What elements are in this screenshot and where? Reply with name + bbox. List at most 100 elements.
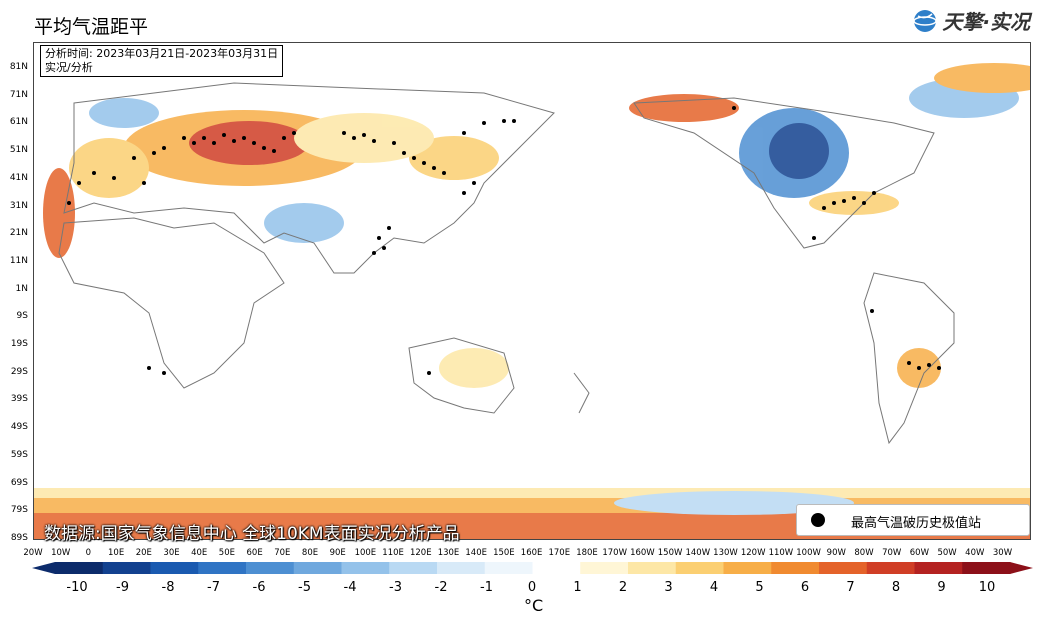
colorbar-tick-label: -6 xyxy=(252,580,266,595)
colorbar-segment xyxy=(484,562,533,574)
colorbar-segment xyxy=(532,562,581,574)
analysis-type: 实况/分析 xyxy=(45,61,93,74)
colorbar-segment xyxy=(102,562,151,574)
colorbar-tick-label: 5 xyxy=(755,580,764,595)
lat-label: 1N xyxy=(15,283,28,294)
analysis-time: 分析时间: 2023年03月21日-2023年03月31日 xyxy=(45,47,279,60)
colorbar-segment xyxy=(723,562,772,574)
colorbar-segment xyxy=(819,562,868,574)
lon-label: 50W xyxy=(937,548,957,558)
colorbar xyxy=(32,562,1033,574)
lon-label: 60W xyxy=(909,548,930,558)
legend-label: 最高气温破历史极值站 xyxy=(851,516,982,531)
anomaly-map xyxy=(34,63,1030,539)
lon-label: 20W xyxy=(23,548,43,558)
station-marker-icon xyxy=(811,513,825,527)
lat-label: 41N xyxy=(9,172,28,183)
data-source: 数据源:国家气象信息中心 全球10KM表面实况分析产品 xyxy=(44,524,460,544)
lon-label: 30E xyxy=(163,548,180,558)
page-title: 平均气温距平 xyxy=(34,16,149,38)
lon-label: 100W xyxy=(796,548,821,558)
brand: 天擎·实况 xyxy=(912,6,1030,35)
lat-label: 21N xyxy=(9,228,28,239)
lon-label: 180E xyxy=(576,548,598,558)
colorbar-segment xyxy=(246,562,295,574)
legend: 最高气温破历史极值站 xyxy=(796,504,1030,536)
lat-label: 71N xyxy=(9,89,28,100)
africa-outline xyxy=(58,217,285,389)
colorbar-tick-label: -2 xyxy=(434,580,448,595)
lon-label: 170W xyxy=(602,548,628,558)
colorbar-segment xyxy=(914,562,963,574)
colorbar-segment xyxy=(962,562,1011,574)
colorbar-tick-label: 6 xyxy=(800,580,810,595)
lat-label: 19S xyxy=(10,339,28,349)
lon-label: 80W xyxy=(854,548,874,558)
lon-label: 70E xyxy=(274,548,291,558)
lon-label: 40E xyxy=(191,548,208,558)
colorbar-segment xyxy=(628,562,677,574)
colorbar-tick-label: -7 xyxy=(207,580,220,595)
colorbar-tick-label: -3 xyxy=(389,580,402,595)
colorbar-tick-label: 9 xyxy=(937,580,946,595)
colorbar-min-arrow xyxy=(32,562,55,574)
lon-label: 150E xyxy=(493,548,515,558)
colorbar-tick-label: 1 xyxy=(573,580,582,595)
lon-label: 20E xyxy=(135,548,152,558)
colorbar-tick-label: -4 xyxy=(343,580,357,595)
lon-label: 10E xyxy=(108,548,125,558)
colorbar-tick-label: -8 xyxy=(161,580,175,595)
colorbar-segment xyxy=(866,562,915,574)
lon-label: 10W xyxy=(51,548,71,558)
lat-label: 79S xyxy=(10,505,28,516)
lon-label: 130E xyxy=(437,548,460,558)
lon-label: 100E xyxy=(354,548,377,558)
colorbar-segment xyxy=(389,562,438,574)
colorbar-tick-label: -1 xyxy=(480,580,493,595)
lon-label: 130W xyxy=(713,548,738,558)
lon-label: 140W xyxy=(685,548,711,558)
colorbar-tick-label: 7 xyxy=(846,580,855,595)
info-box: 分析时间: 2023年03月21日-2023年03月31日 实况/分析 xyxy=(40,45,284,77)
lon-label: 50E xyxy=(218,548,235,558)
lon-label: 60E xyxy=(246,548,263,558)
globe-icon xyxy=(913,9,938,32)
lon-label: 0 xyxy=(85,548,92,558)
colorbar-segment xyxy=(55,562,104,574)
lon-label: 80E xyxy=(301,548,319,558)
lat-label: 11N xyxy=(9,255,28,266)
colorbar-segment xyxy=(771,562,820,574)
lon-label: 150W xyxy=(657,548,683,558)
colorbar-tick-label: 10 xyxy=(978,580,996,595)
north-america-outline xyxy=(633,97,935,249)
lon-label: 70W xyxy=(882,548,902,558)
lat-label: 31N xyxy=(9,200,28,211)
colorbar-segment xyxy=(580,562,629,574)
south-america-outline xyxy=(863,272,955,445)
colorbar-tick-label: 8 xyxy=(891,580,901,595)
colorbar-tick-label: 2 xyxy=(618,580,628,595)
map xyxy=(33,42,1031,540)
lon-label: 140E xyxy=(465,548,487,558)
colorbar-segment xyxy=(293,562,342,574)
lon-label: 170E xyxy=(548,548,571,558)
lon-label: 30W xyxy=(992,548,1013,558)
colorbar-segment xyxy=(437,562,486,574)
colorbar-tick-label: -5 xyxy=(298,580,311,595)
lat-label: 69S xyxy=(10,477,28,488)
lon-label: 160E xyxy=(520,548,543,558)
lat-label: 39S xyxy=(10,394,28,405)
colorbar-tick-label: 3 xyxy=(664,580,673,595)
colorbar-segment xyxy=(341,562,390,574)
lon-label: 120W xyxy=(740,548,766,558)
lat-label: 29S xyxy=(10,366,28,377)
lat-label: 49S xyxy=(10,422,28,433)
colorbar-tick-label: 0 xyxy=(527,580,537,595)
australia-outline xyxy=(408,337,515,414)
lat-label: 9S xyxy=(16,311,28,322)
lat-label: 51N xyxy=(9,145,28,156)
lat-label: 81N xyxy=(9,62,28,72)
lon-label: 90W xyxy=(826,548,846,558)
lon-label: 120E xyxy=(409,548,432,558)
lon-label: 90E xyxy=(329,548,346,558)
